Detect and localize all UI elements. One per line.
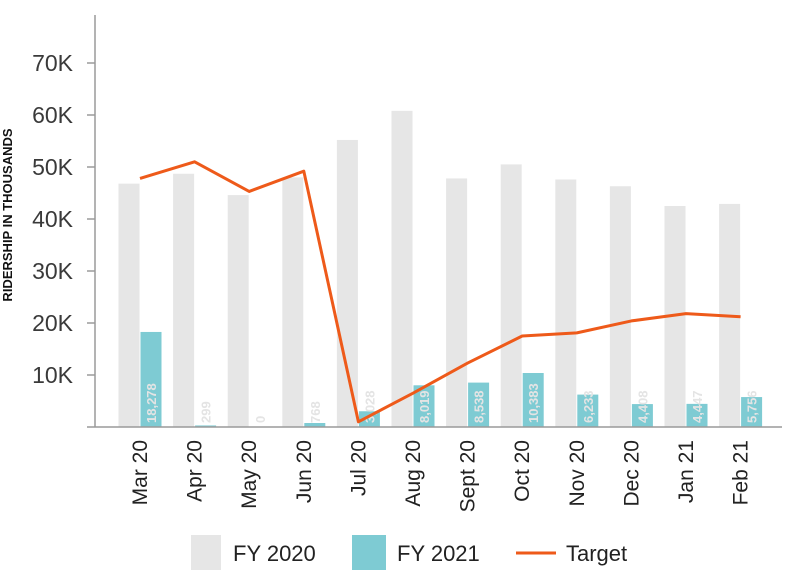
x-axis-labels: Mar 20 Apr 20 May 20 Jun 20 Jul 20 Aug 20 Sept… bbox=[129, 440, 753, 512]
x-category-label: Jun 20 bbox=[293, 440, 316, 503]
fy2020-bar bbox=[227, 195, 249, 427]
legend-swatch-fy2020 bbox=[191, 535, 221, 570]
y-tick-label: 10K bbox=[32, 362, 74, 388]
x-category-label: Jan 21 bbox=[675, 440, 698, 503]
fy2020-bar bbox=[609, 186, 631, 427]
fy2020-bar bbox=[391, 110, 413, 427]
y-tick-label: 20K bbox=[32, 310, 74, 336]
fy2021-bar bbox=[522, 373, 544, 427]
y-tick-label: 50K bbox=[32, 154, 74, 180]
legend-label-target: Target bbox=[566, 541, 627, 566]
fy2020-bar bbox=[555, 179, 577, 427]
y-tick-label: 30K bbox=[32, 258, 74, 284]
x-category-label: Apr 20 bbox=[184, 440, 207, 502]
fy2020-bars bbox=[118, 110, 741, 427]
fy2021-data-label: 6,233 bbox=[581, 390, 596, 423]
x-category-label: Jul 20 bbox=[347, 440, 370, 496]
fy2021-data-label: 10,383 bbox=[526, 383, 541, 423]
y-axis-ticks: 10K 20K 30K 40K 50K 60K 70K bbox=[32, 50, 95, 388]
fy2021-bar bbox=[741, 397, 763, 427]
fy2020-bar bbox=[446, 178, 468, 427]
x-category-label: Nov 20 bbox=[566, 440, 589, 507]
fy2021-data-label: 18,278 bbox=[144, 383, 159, 423]
x-category-label: Oct 20 bbox=[511, 440, 534, 502]
legend-label-fy2021: FY 2021 bbox=[397, 541, 480, 566]
fy2021-bar bbox=[140, 331, 162, 427]
y-tick-label: 70K bbox=[32, 50, 74, 76]
fy2021-bar bbox=[686, 403, 708, 427]
fy2021-data-label: 768 bbox=[308, 401, 323, 423]
fy2021-bar bbox=[413, 385, 435, 427]
fy2021-data-label: 4,408 bbox=[635, 390, 650, 423]
fy2020-bar bbox=[500, 164, 522, 427]
fy2021-data-label: 8,538 bbox=[472, 390, 487, 423]
fy2020-bar bbox=[336, 139, 358, 427]
axes bbox=[87, 15, 782, 428]
x-category-label: May 20 bbox=[238, 440, 261, 509]
legend-swatch-fy2021 bbox=[352, 535, 386, 570]
fy2021-data-label: 4,447 bbox=[690, 390, 705, 423]
fy2021-data-label: 8,019 bbox=[417, 390, 432, 423]
fy2021-bar bbox=[577, 394, 599, 427]
x-category-label: Dec 20 bbox=[620, 440, 643, 507]
x-category-label: Aug 20 bbox=[402, 440, 425, 507]
fy2021-bar bbox=[358, 411, 380, 427]
x-category-label: Feb 21 bbox=[730, 440, 753, 505]
fy2021-data-label: 0 bbox=[253, 416, 268, 423]
y-tick-label: 40K bbox=[32, 206, 74, 232]
fy2021-data-labels: 18,278 299 0 768 3,028 8,019 8,538 10,383 6,233 4… bbox=[144, 383, 760, 423]
legend: FY 2020 FY 2021 Target bbox=[191, 535, 627, 570]
target-polyline bbox=[139, 160, 741, 424]
fy2021-bar bbox=[195, 425, 217, 427]
fy2021-bar bbox=[304, 423, 326, 427]
fy2021-data-label: 5,756 bbox=[745, 390, 760, 423]
fy2021-bars bbox=[140, 331, 763, 427]
fy2020-bar bbox=[173, 173, 195, 427]
fy2021-bar bbox=[468, 382, 490, 427]
legend-label-fy2020: FY 2020 bbox=[233, 541, 316, 566]
fy2020-bar bbox=[282, 177, 304, 427]
fy2021-data-label: 299 bbox=[199, 401, 214, 423]
x-category-label: Sept 20 bbox=[457, 440, 480, 512]
fy2021-bar bbox=[631, 404, 653, 427]
target-line bbox=[139, 160, 741, 424]
y-axis-title: RIDERSHIP IN THOUSANDS bbox=[0, 128, 15, 301]
fy2020-bar bbox=[118, 183, 140, 427]
y-tick-label: 60K bbox=[32, 102, 74, 128]
x-category-label: Mar 20 bbox=[129, 440, 152, 505]
